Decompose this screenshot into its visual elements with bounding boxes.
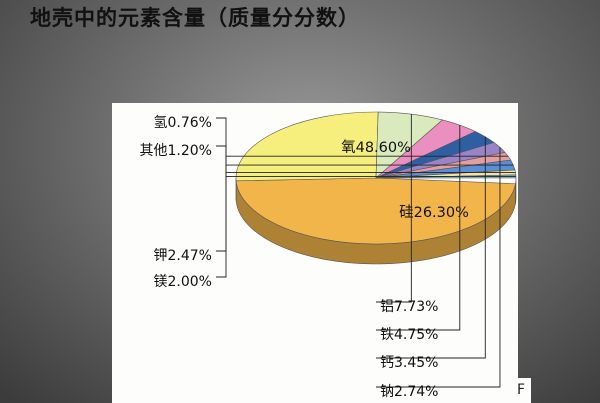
pie-label-8: 其他1.20% — [140, 143, 212, 159]
page-title: 地壳中的元素含量（质量分分数） — [30, 6, 360, 30]
pie-label-2: 铝7.73% — [380, 299, 438, 315]
leader-line-5 — [376, 147, 501, 388]
pie-label-6: 镁2.00% — [154, 274, 212, 290]
pie-side-start — [515, 177, 517, 204]
chart-figure: 氧48.60% 硅26.30% 铝7.73% 铁4.75% 钙3.45% 钠2.74% 镁2… — [112, 103, 518, 403]
pie-label-4: 钙3.45% — [380, 355, 438, 371]
pie-label-5: 钠2.74% — [380, 384, 438, 400]
pie-label-1: 硅26.30% — [399, 204, 469, 221]
edge-glyph: F — [517, 378, 531, 403]
pie-slice-1 — [235, 111, 379, 182]
pie-label-0: 氧48.60% — [341, 139, 411, 156]
leader-line-4 — [376, 136, 486, 359]
leader-line-7 — [216, 164, 514, 252]
element-content-pie-chart: 氧48.60% 硅26.30% 铝7.73% 铁4.75% 钙3.45% 钠2.74% 镁2… — [140, 111, 517, 400]
pie-label-3: 铁4.75% — [380, 327, 438, 343]
pie-label-9: 氢0.76% — [154, 115, 212, 131]
pie-label-7: 钾2.47% — [154, 248, 212, 264]
leader-line-3 — [376, 125, 461, 331]
leader-line-9 — [216, 117, 516, 177]
pie-slice-0 — [235, 177, 516, 245]
